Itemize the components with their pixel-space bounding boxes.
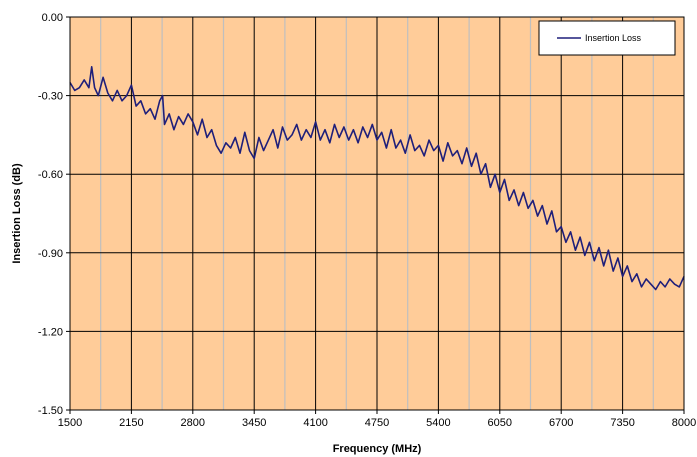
- y-tick-label: -0.60: [38, 169, 63, 181]
- x-tick-label: 4100: [303, 417, 327, 429]
- y-tick-label: -0.90: [38, 248, 63, 260]
- x-axis-ticks: 1500 2150 2800 3450 4100 4750 5400 6050 6700 7350…: [58, 410, 696, 429]
- y-tick-label: -1.20: [38, 326, 63, 338]
- y-axis-ticks: 0.00 -0.30 -0.60 -0.90 -1.20 -1.50: [38, 12, 70, 417]
- x-tick-label: 1500: [58, 417, 82, 429]
- minor-gridlines: [100, 17, 654, 410]
- legend: Insertion Loss: [538, 20, 676, 56]
- y-tick-label: -0.30: [38, 91, 63, 103]
- y-tick-label: 0.00: [42, 12, 63, 24]
- y-tick-label: -1.50: [38, 405, 63, 417]
- x-axis-title: Frequency (MHz): [333, 443, 422, 455]
- x-tick-label: 6050: [488, 417, 512, 429]
- x-tick-label: 6700: [549, 417, 573, 429]
- x-tick-label: 2150: [119, 417, 143, 429]
- x-tick-label: 8000: [672, 417, 696, 429]
- plot-border: [69, 16, 685, 411]
- y-axis-title: Insertion Loss (dB): [11, 163, 23, 264]
- x-tick-label: 3450: [242, 417, 266, 429]
- x-tick-label: 2800: [181, 417, 205, 429]
- x-tick-label: 4750: [365, 417, 389, 429]
- series-line-insertion-loss: [69, 66, 685, 291]
- x-tick-label: 7350: [610, 417, 634, 429]
- x-tick-label: 5400: [426, 417, 450, 429]
- legend-label-insertion-loss: Insertion Loss: [585, 33, 642, 43]
